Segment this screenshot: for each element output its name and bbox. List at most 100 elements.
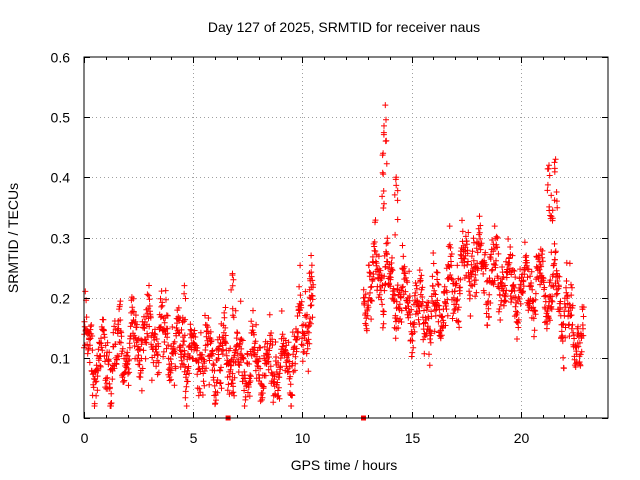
data-point <box>86 336 93 343</box>
data-point <box>377 277 384 284</box>
data-point <box>384 251 390 258</box>
data-point <box>169 324 176 330</box>
data-point <box>443 306 450 313</box>
data-point <box>165 366 172 373</box>
data-point <box>443 300 449 307</box>
data-point <box>544 165 551 172</box>
data-point <box>304 345 311 352</box>
data-point <box>131 343 138 349</box>
data-point <box>436 306 443 313</box>
data-point <box>536 266 543 273</box>
data-point <box>459 217 465 224</box>
data-point <box>218 385 225 392</box>
data-point <box>234 330 241 337</box>
data-point <box>467 282 474 289</box>
data-point <box>472 277 479 284</box>
data-point <box>402 274 409 281</box>
data-point <box>442 322 449 329</box>
data-point <box>210 361 217 367</box>
data-point <box>192 334 199 340</box>
data-point <box>485 305 492 312</box>
x-tick-label: 20 <box>514 430 530 446</box>
data-point <box>255 371 262 378</box>
x-tick-label: 0 <box>81 430 89 446</box>
data-point <box>391 287 398 294</box>
data-point <box>431 287 438 294</box>
data-point <box>118 333 125 340</box>
data-point <box>278 308 285 314</box>
data-point <box>238 336 245 343</box>
data-point <box>146 296 153 303</box>
data-point <box>578 348 585 355</box>
data-point <box>397 294 404 301</box>
data-point <box>520 283 527 290</box>
data-point <box>509 252 516 259</box>
data-point <box>444 312 451 319</box>
data-point <box>528 280 535 286</box>
data-point <box>162 287 169 294</box>
data-point <box>472 293 479 300</box>
data-point <box>287 381 294 388</box>
data-point <box>176 344 183 351</box>
data-point <box>383 240 390 247</box>
data-point <box>138 341 145 348</box>
data-point <box>273 354 279 360</box>
data-point <box>104 374 111 381</box>
data-point <box>548 192 555 199</box>
data-point <box>132 312 139 319</box>
x-tick-label: 10 <box>295 430 311 446</box>
data-point <box>429 273 436 280</box>
data-point <box>510 267 517 274</box>
data-point <box>153 336 160 342</box>
data-point <box>294 336 300 343</box>
data-point <box>240 355 247 362</box>
data-point <box>371 239 378 245</box>
data-point <box>202 312 208 319</box>
data-point <box>411 328 418 335</box>
data-point <box>400 253 407 260</box>
data-point <box>514 309 521 316</box>
data-point <box>487 300 494 306</box>
data-point <box>82 288 89 295</box>
data-point <box>247 373 254 380</box>
data-point <box>524 259 530 266</box>
data-point <box>381 200 387 207</box>
data-point <box>207 328 214 335</box>
data-point <box>466 288 473 295</box>
data-point <box>549 298 556 305</box>
data-point <box>499 264 506 270</box>
data-point <box>230 389 237 396</box>
data-point <box>286 358 293 365</box>
data-point <box>224 387 231 394</box>
data-point <box>104 339 111 346</box>
data-point <box>370 259 377 266</box>
data-point <box>216 343 223 350</box>
data-point <box>397 316 404 322</box>
data-point <box>546 172 553 179</box>
y-tick-label: 0.1 <box>51 351 71 367</box>
data-point <box>183 403 190 409</box>
data-point <box>456 324 463 331</box>
data-point <box>394 197 401 204</box>
data-point <box>566 333 573 340</box>
data-point <box>577 362 584 369</box>
data-point <box>368 283 375 290</box>
data-point <box>446 241 453 248</box>
data-point <box>103 353 110 359</box>
data-point <box>126 369 133 376</box>
data-point <box>92 379 99 385</box>
data-point <box>151 337 158 343</box>
data-point <box>231 392 238 399</box>
data-point <box>247 372 254 379</box>
data-point <box>214 357 221 363</box>
y-tick-label: 0.5 <box>51 110 71 126</box>
data-point <box>182 316 189 323</box>
data-point <box>230 276 237 283</box>
data-point <box>477 235 484 242</box>
data-point <box>491 277 498 284</box>
data-point <box>279 331 286 338</box>
data-point <box>178 326 185 333</box>
data-point <box>468 271 475 278</box>
data-point <box>461 255 468 262</box>
data-point <box>568 325 575 332</box>
